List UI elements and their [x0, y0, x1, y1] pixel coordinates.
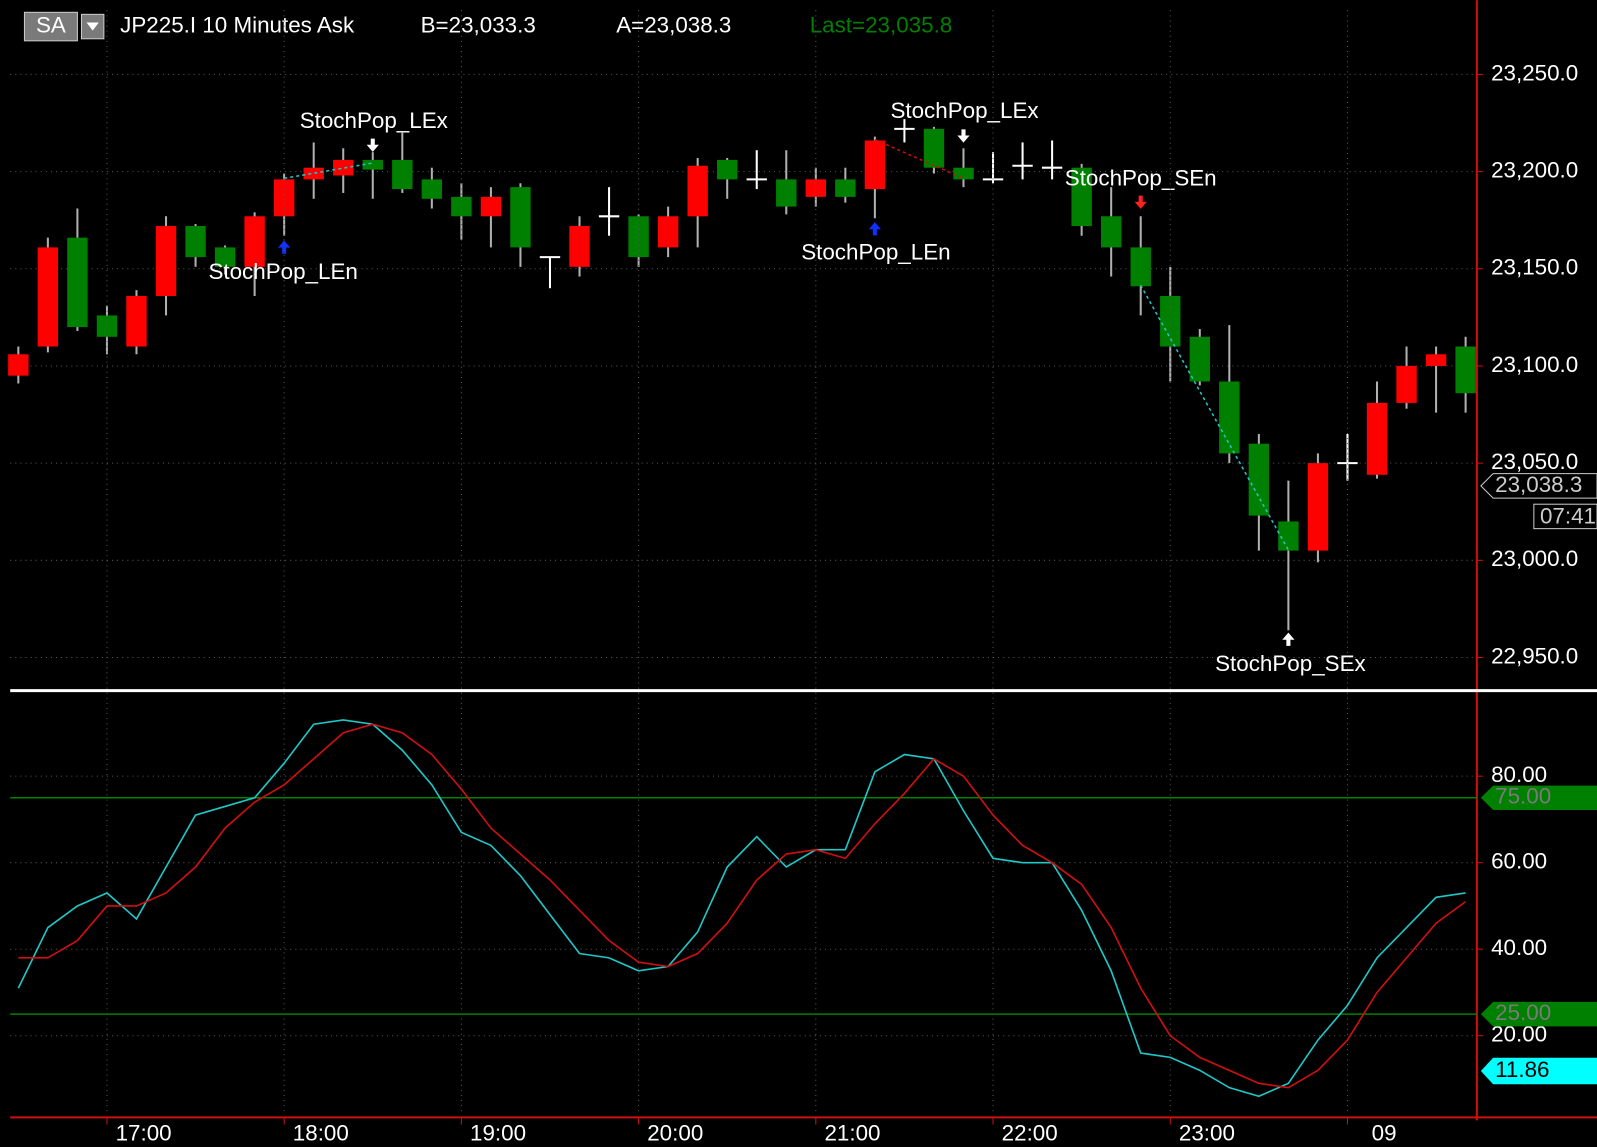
- x-tick-label: 09: [1372, 1121, 1397, 1146]
- x-tick-label: 23:00: [1179, 1121, 1235, 1146]
- trade-line: [874, 138, 964, 180]
- candle-body: [155, 226, 177, 296]
- candle-body: [510, 187, 531, 248]
- candle-body: [185, 226, 206, 258]
- level-box: [1480, 785, 1597, 811]
- price-marker-box: [1480, 473, 1597, 499]
- level-label: 25.00: [1495, 1000, 1551, 1025]
- candle-body: [776, 179, 797, 207]
- signal-arrow: [868, 222, 881, 236]
- candle-body: [392, 159, 413, 190]
- trade-line: [284, 162, 373, 180]
- bid: B=23,033.3: [421, 12, 536, 37]
- candle-body: [273, 179, 295, 217]
- y-tick-label: 80.00: [1491, 762, 1547, 787]
- candle-body: [1189, 336, 1210, 382]
- candle-body: [421, 179, 443, 199]
- badge-box[interactable]: [23, 11, 78, 42]
- x-tick-label: 20:00: [647, 1121, 703, 1146]
- candle-body: [717, 159, 738, 180]
- candle-body: [1100, 216, 1122, 248]
- candle-body: [8, 354, 29, 376]
- y-tick-label: 23,000.0: [1491, 546, 1578, 571]
- signal-arrow: [366, 138, 379, 152]
- candle-body: [805, 179, 826, 197]
- y-tick-label: 23,100.0: [1491, 352, 1578, 377]
- y-tick-label: 60.00: [1491, 849, 1547, 874]
- candle-body: [1278, 521, 1299, 551]
- candle-body: [126, 295, 147, 347]
- candle-body: [1248, 443, 1270, 516]
- y-tick-label: 23,250.0: [1491, 60, 1578, 85]
- x-tick-label: 18:00: [293, 1121, 349, 1146]
- ask: A=23,038.3: [616, 12, 731, 37]
- candle-body: [244, 216, 265, 267]
- candle-body: [333, 159, 354, 176]
- dropdown-arrow: [86, 22, 99, 31]
- candle-body: [1071, 167, 1092, 227]
- signal-arrow: [278, 240, 291, 254]
- candle-body: [1455, 346, 1476, 394]
- timer: 07:41: [1540, 503, 1596, 528]
- candle-body: [451, 196, 472, 217]
- candle-body: [67, 237, 88, 328]
- y-tick-label: 23,050.0: [1491, 449, 1578, 474]
- y-tick-label: 40.00: [1491, 935, 1547, 960]
- signal-label: StochPop_LEn: [208, 259, 357, 284]
- signal-arrow: [1134, 195, 1147, 209]
- candle-body: [864, 140, 886, 190]
- price-marker: 23,038.3: [1495, 472, 1582, 497]
- candle-body: [480, 196, 502, 217]
- x-tick-label: 22:00: [1002, 1121, 1058, 1146]
- candle-body: [687, 165, 708, 217]
- signal-label: StochPop_SEn: [1065, 165, 1217, 190]
- candle-body: [1396, 365, 1417, 403]
- x-tick-label: 17:00: [116, 1121, 172, 1146]
- oscillator-line: [18, 723, 1467, 1089]
- candle-body: [1425, 354, 1447, 366]
- candle-body: [628, 216, 649, 258]
- x-tick-label: 19:00: [470, 1121, 526, 1146]
- x-tick-label: 21:00: [824, 1121, 880, 1146]
- signal-label: StochPop_LEx: [890, 98, 1038, 123]
- candle-body: [362, 159, 383, 170]
- y-tick-label: 23,200.0: [1491, 158, 1578, 183]
- last-marker: 11.86: [1495, 1057, 1549, 1082]
- candle-body: [835, 179, 856, 197]
- timer-box: [1533, 503, 1597, 530]
- candle-body: [569, 226, 590, 267]
- candle-body: [657, 216, 679, 248]
- level-box: [1480, 1001, 1597, 1027]
- signal-arrow: [1282, 632, 1295, 646]
- candle-body: [1366, 402, 1388, 475]
- badge[interactable]: SA: [36, 12, 66, 37]
- last-marker-box: [1480, 1057, 1597, 1085]
- signal-arrow: [957, 129, 970, 143]
- signal-label: StochPop_LEx: [300, 108, 448, 133]
- last: Last=23,035.8: [810, 12, 953, 37]
- signal-label: StochPop_SEx: [1215, 651, 1366, 676]
- y-tick-label: 23,150.0: [1491, 255, 1578, 280]
- panes: 22,950.0 23,000.0 23,050.0 23,100.0 23,150.0…: [8, 10, 1597, 1146]
- y-tick-label: 22,950.0: [1491, 643, 1578, 668]
- candle-body: [1219, 381, 1240, 454]
- candle-body: [953, 167, 974, 180]
- level-label: 75.00: [1495, 784, 1551, 809]
- candle-body: [37, 247, 59, 347]
- signal-label: StochPop_LEn: [801, 240, 950, 265]
- candle-body: [923, 128, 945, 168]
- oscillator-line: [17, 719, 1466, 1098]
- candle-body: [303, 167, 324, 180]
- candle-body: [1130, 247, 1151, 287]
- candle-body: [1307, 463, 1329, 551]
- trade-line: [1140, 284, 1290, 551]
- symbol: JP225.I 10 Minutes Ask: [120, 12, 355, 37]
- candle-body: [214, 247, 236, 267]
